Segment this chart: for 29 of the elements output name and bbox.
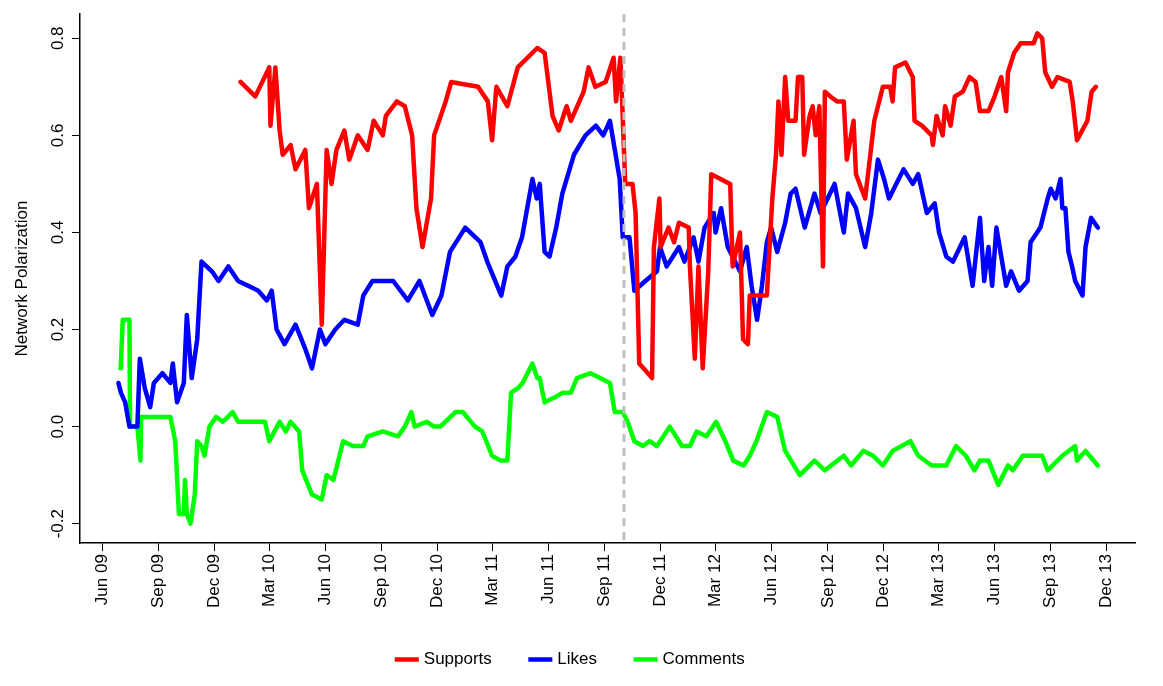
x-tick-label: Sep 09: [148, 554, 168, 609]
x-tick-label: Jun 11: [537, 554, 557, 604]
x-tick-label: Jun 12: [761, 554, 781, 606]
y-tick-label: -0.2: [47, 509, 67, 539]
legend-label: Supports: [423, 649, 492, 669]
x-tick-label: Sep 10: [371, 554, 391, 609]
x-tick-label: Sep 11: [594, 554, 614, 607]
x-tick-label: Mar 12: [705, 554, 725, 608]
y-tick-label: 0.0: [47, 414, 67, 439]
x-tick-label: Sep 13: [1040, 554, 1060, 609]
x-tick-label: Dec 09: [204, 554, 223, 608]
legend-label: Likes: [557, 649, 598, 669]
x-tick-label: Jun 13: [984, 554, 1004, 606]
x-tick-label: Dec 11: [649, 554, 669, 607]
y-tick-label: 0.4: [47, 220, 67, 245]
x-tick-label: Dec 12: [873, 554, 893, 608]
x-tick-label: Jun 09: [92, 554, 112, 606]
y-axis-title: Network Polarization: [11, 200, 31, 357]
x-tick-label: Mar 13: [928, 554, 948, 608]
x-tick-label: Sep 12: [817, 554, 837, 609]
y-tick-label: 0.6: [47, 123, 67, 148]
x-tick-label: Mar 11: [481, 554, 501, 606]
y-tick-label: 0.8: [47, 26, 67, 51]
legend-label: Comments: [662, 649, 745, 669]
x-tick-label: Mar 10: [258, 554, 278, 608]
x-tick-label: Dec 13: [1095, 554, 1115, 608]
x-tick-label: Jun 10: [315, 554, 335, 606]
x-tick-label: Dec 10: [426, 554, 446, 608]
y-tick-label: 0.2: [47, 317, 67, 342]
